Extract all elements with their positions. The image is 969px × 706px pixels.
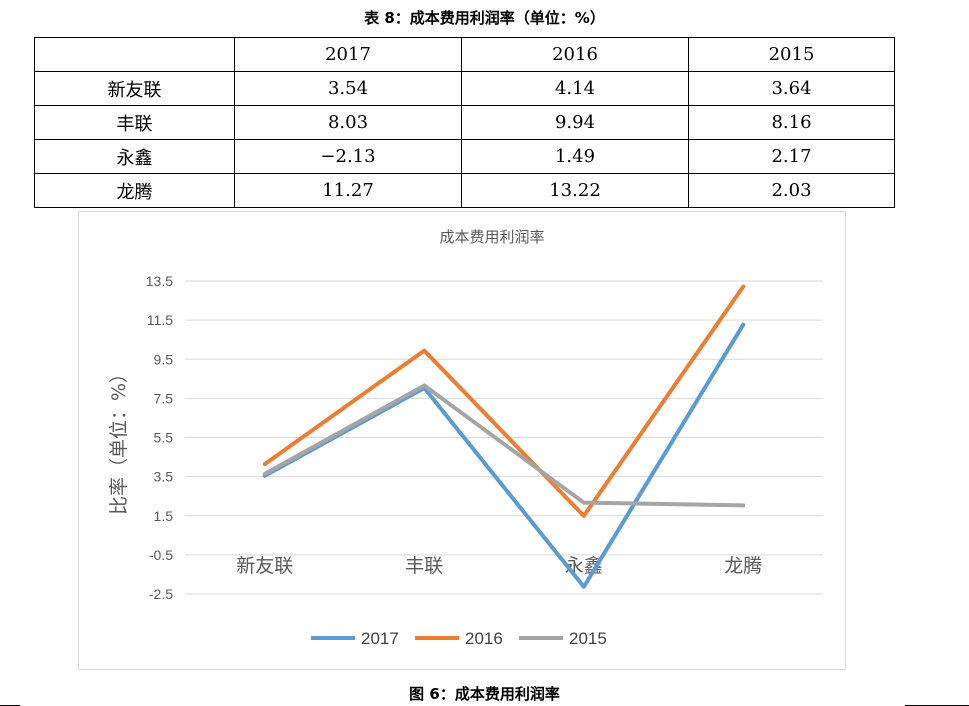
table-header-cell: 2016 (461, 37, 689, 72)
series-line-2017 (262, 322, 746, 589)
series-line-2016 (262, 284, 746, 518)
table-cell: 13.22 (461, 173, 689, 208)
table-cell: 4.14 (461, 71, 689, 106)
table-header-row: 2017 2016 2015 (34, 37, 895, 72)
y-tick-label: 11.5 (147, 312, 173, 328)
legend-label: 2016 (465, 629, 503, 648)
legend-label: 2017 (361, 629, 399, 648)
table-row: 新友联 3.54 4.14 3.64 (34, 71, 895, 106)
data-table: 2017 2016 2015 新友联 3.54 4.14 3.64 丰联 8.0… (34, 37, 895, 208)
y-tick-label: 3.5 (154, 469, 174, 485)
legend-label: 2015 (569, 629, 607, 648)
series-line-2015 (262, 383, 746, 508)
row-label: 丰联 (34, 105, 235, 140)
row-label: 龙腾 (34, 173, 235, 208)
table-header-cell: 2015 (688, 37, 895, 72)
chart-frame: 成本费用利润率 13.5 11.5 9.5 7.5 5.5 3.5 1.5 -0.5 -2.5 新友… (78, 211, 846, 670)
table-header-cell (34, 37, 235, 72)
figure-caption: 图 6：成本费用利润率 (409, 685, 560, 703)
y-tick-label: -2.5 (149, 586, 173, 602)
table-cell: 8.16 (688, 105, 895, 140)
table-cell: 3.54 (234, 71, 462, 106)
table-cell: 9.94 (461, 105, 689, 140)
table-cell: 2.17 (688, 139, 895, 174)
x-tick-label: 龙腾 (724, 555, 762, 577)
table-cell: 8.03 (234, 105, 462, 140)
y-tick-label: 13.5 (146, 273, 173, 289)
y-tick-label: 5.5 (154, 430, 174, 446)
table-cell: 2.03 (688, 173, 895, 208)
table-row: 龙腾 11.27 13.22 2.03 (34, 173, 895, 208)
table-header-cell: 2017 (234, 37, 462, 72)
line-chart: 成本费用利润率 13.5 11.5 9.5 7.5 5.5 3.5 1.5 -0.5 -2.5 新友… (108, 228, 823, 648)
x-tick-label: 新友联 (236, 555, 293, 577)
y-tick-label: 9.5 (154, 351, 174, 367)
table-cell: 3.64 (688, 71, 895, 106)
row-label: 永鑫 (34, 139, 235, 174)
table-cell: 11.27 (234, 173, 462, 208)
table-cell: −2.13 (234, 139, 462, 174)
x-tick-label: 丰联 (405, 555, 443, 577)
table-row: 永鑫 −2.13 1.49 2.17 (34, 139, 895, 174)
y-tick-label: -0.5 (149, 547, 173, 563)
table-cell: 1.49 (461, 139, 689, 174)
y-tick-label: 7.5 (154, 390, 174, 406)
table-row: 丰联 8.03 9.94 8.16 (34, 105, 895, 140)
table-caption: 表 8：成本费用利润率（单位：%） (364, 9, 605, 27)
y-axis-label: 比率（单位：%） (108, 364, 130, 515)
y-tick-label: 1.5 (154, 508, 174, 524)
row-label: 新友联 (34, 71, 235, 106)
chart-title: 成本费用利润率 (439, 228, 544, 246)
